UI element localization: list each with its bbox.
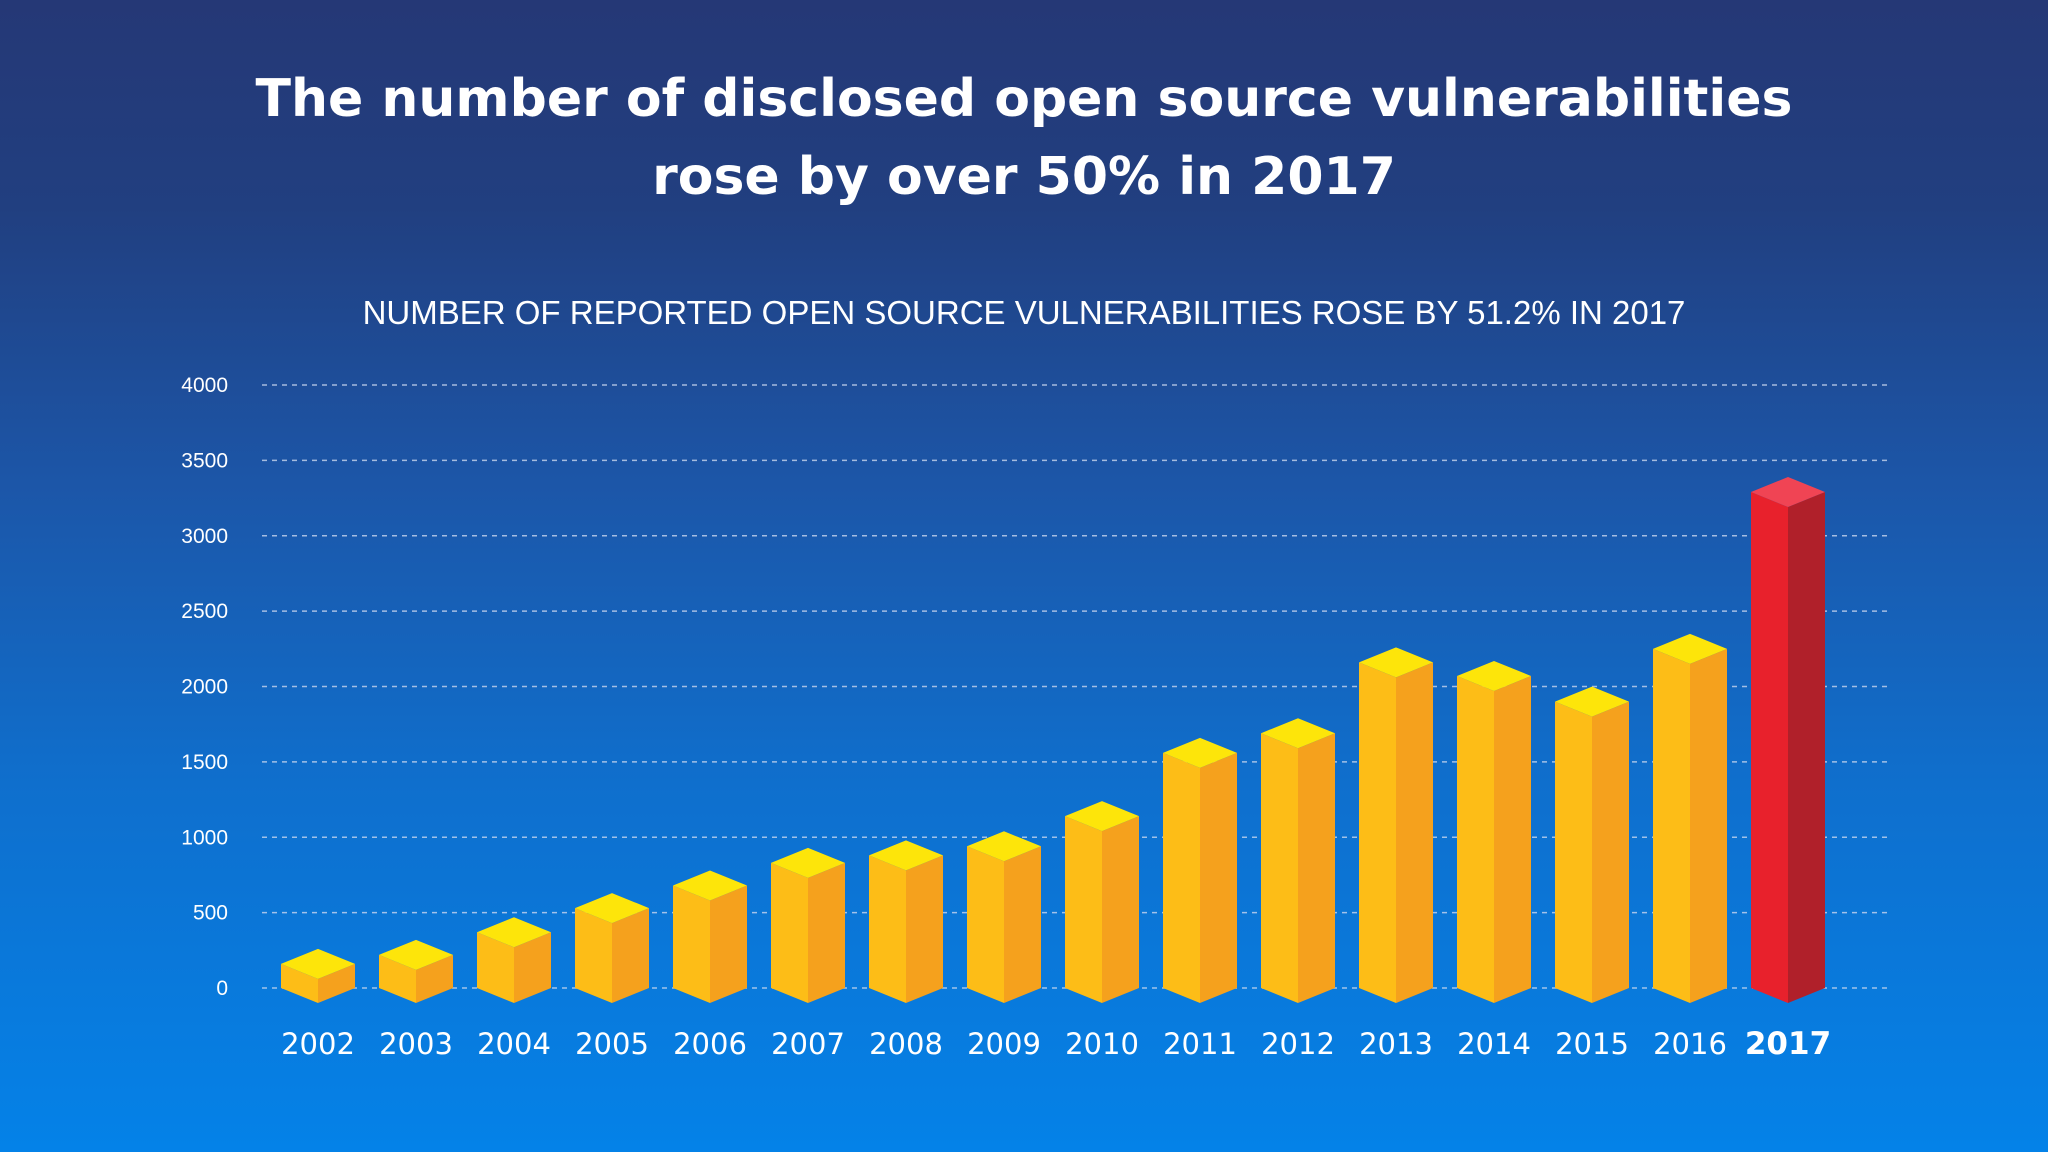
y-tick-label: 2000 [181,676,228,699]
y-tick-label: 3500 [181,449,228,472]
y-tick-label: 2500 [181,600,228,623]
bar-front-face [575,908,612,1003]
bar-front-face [1359,662,1396,1003]
bar-front-face [1555,701,1592,1003]
bar-side-face [808,862,845,1003]
bar-front-face [673,885,710,1003]
slide-title: The number of disclosed open source vuln… [0,60,2048,216]
y-tick-label: 1000 [181,826,228,849]
bar-front-face [1065,816,1102,1003]
bar-top-face [281,948,355,979]
bar-top-face [771,847,845,878]
bar-side-face [1788,492,1825,1003]
slide-title-line-1: The number of disclosed open source vuln… [255,69,1793,129]
y-tick-label: 500 [193,902,228,925]
bar [967,831,1041,1003]
chart-title: NUMBER OF REPORTED OPEN SOURCE VULNERABI… [363,294,1686,331]
bar-side-face [710,885,747,1003]
bar-front-face [281,963,318,1003]
x-tick-label: 2006 [673,1027,747,1061]
bar-front-face [869,855,906,1003]
bar-side-face [906,855,943,1003]
bar-top-face [477,917,551,948]
y-tick-label: 0 [216,977,228,1000]
bar-top-face [1751,477,1825,508]
bar-top-face [1457,660,1531,691]
bar-front-face [1751,492,1788,1003]
y-tick-label: 4000 [181,374,228,397]
bar-top-face [869,840,943,871]
x-tick-label: 2015 [1555,1027,1629,1061]
bar [281,948,355,1003]
bar-top-face [575,893,649,924]
bar-front-face [967,846,1004,1003]
bar-top-face [1065,801,1139,832]
chart-bars [281,477,1825,1003]
bar-side-face [1200,752,1237,1003]
bar [1359,647,1433,1003]
bar-side-face [1102,816,1139,1003]
bar-top-face [379,939,453,970]
x-tick-label: 2008 [869,1027,943,1061]
bar-side-face [1396,662,1433,1003]
bar [379,939,453,1003]
y-axis-ticks: 0 500 1000 1500 2000 2500 3000 3500 4000 [181,374,228,1000]
bar [477,917,551,1003]
bar-front-face [477,932,514,1003]
bar [1163,737,1237,1003]
x-tick-label: 2005 [575,1027,649,1061]
bar-highlight [1751,477,1825,1003]
x-tick-label: 2009 [967,1027,1041,1061]
bar [673,870,747,1003]
bar-top-face [1359,647,1433,678]
bar-top-face [1261,718,1335,749]
bar-side-face [1592,701,1629,1003]
bar [575,893,649,1003]
bar-front-face [1653,648,1690,1003]
x-tick-label: 2007 [771,1027,845,1061]
bar-front-face [771,862,808,1003]
bar-top-face [673,870,747,901]
bar-front-face [379,954,416,1003]
x-tick-label: 2010 [1065,1027,1139,1061]
bar-side-face [1494,675,1531,1003]
x-tick-label: 2011 [1163,1027,1237,1061]
x-tick-label: 2004 [477,1027,551,1061]
x-tick-label: 2016 [1653,1027,1727,1061]
bar-side-face [318,963,355,1003]
bar [1555,686,1629,1003]
bar [1457,660,1531,1003]
bar-front-face [1163,752,1200,1003]
bar-front-face [1261,733,1298,1003]
bar-side-face [514,932,551,1003]
bar [1653,633,1727,1003]
bar-side-face [1690,648,1727,1003]
x-tick-label: 2014 [1457,1027,1531,1061]
x-tick-label: 2017 [1745,1026,1831,1062]
bar [869,840,943,1003]
bar [1065,801,1139,1003]
bar-front-face [1457,675,1494,1003]
slide-title-line-2: rose by over 50% in 2017 [652,147,1396,207]
x-tick-label: 2013 [1359,1027,1433,1061]
bar-top-face [1555,686,1629,717]
x-tick-label: 2002 [281,1027,355,1061]
x-tick-label: 2003 [379,1027,453,1061]
y-tick-label: 3000 [181,525,228,548]
x-tick-label: 2012 [1261,1027,1335,1061]
bar-top-face [1163,737,1237,768]
bar-side-face [612,908,649,1003]
bar-side-face [1004,846,1041,1003]
y-tick-label: 1500 [181,751,228,774]
bar-side-face [416,954,453,1003]
bar-side-face [1298,733,1335,1003]
x-axis-ticks: 2002 2003 2004 2005 2006 2007 2008 2009 2010 2011… [281,1026,1831,1062]
bar [1261,718,1335,1003]
bar [771,847,845,1003]
bar-top-face [1653,633,1727,664]
bar-top-face [967,831,1041,862]
